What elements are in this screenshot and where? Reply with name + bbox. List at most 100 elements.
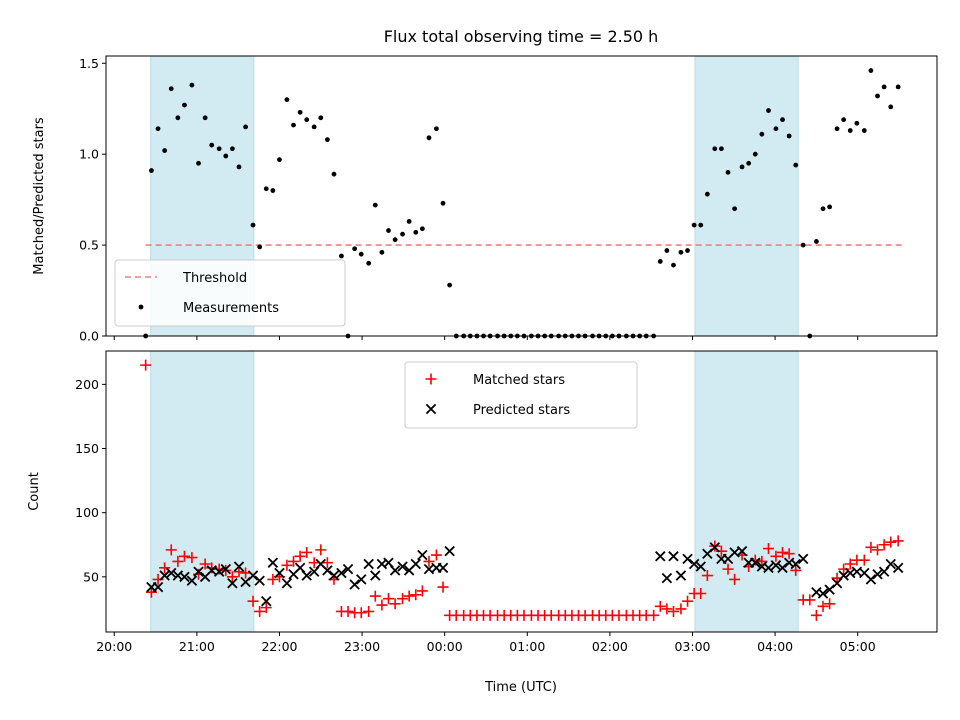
data-point-glyph [226, 571, 238, 583]
data-point [892, 535, 904, 547]
data-point [678, 249, 684, 255]
shaded-interval [694, 350, 799, 633]
legend-marker [138, 304, 144, 310]
data-point [342, 563, 354, 575]
data-point [281, 578, 293, 589]
data-point [682, 595, 694, 607]
data-point [159, 562, 171, 574]
data-point [196, 160, 201, 166]
y-tick-label: 1.5 [79, 56, 99, 71]
data-point [182, 102, 187, 108]
data-point [783, 548, 795, 560]
data-point-glyph [227, 578, 238, 589]
data-point-glyph [369, 590, 381, 602]
data-point [698, 222, 704, 228]
data-point-glyph [817, 588, 829, 599]
data-point [220, 564, 232, 576]
shaded-interval [694, 55, 799, 337]
x-tick-label: 02:00 [592, 639, 628, 654]
data-point [872, 544, 884, 556]
legend-label: Predicted stars [473, 403, 570, 418]
legend-marker-glyph [425, 403, 437, 415]
data-point [261, 595, 272, 607]
data-point [149, 168, 154, 173]
data-point [667, 605, 679, 617]
data-point [854, 120, 860, 126]
data-point [885, 558, 896, 570]
x-tick-label: 05:00 [840, 639, 876, 654]
x-tick-label: 22:00 [261, 639, 297, 654]
data-point-glyph [790, 564, 802, 576]
data-point-glyph [383, 593, 395, 605]
data-point [336, 567, 347, 579]
data-point [370, 570, 381, 581]
data-point-glyph [756, 555, 768, 567]
data-point-glyph [770, 550, 782, 562]
data-point [172, 555, 184, 567]
data-point-glyph [172, 555, 184, 567]
data-point [193, 566, 204, 577]
data-point-glyph [790, 558, 801, 570]
data-point-glyph [417, 549, 428, 561]
legend-box [404, 361, 638, 429]
data-point-glyph [186, 552, 198, 564]
data-point [790, 564, 802, 576]
data-point [444, 545, 455, 557]
data-point [397, 593, 409, 605]
data-point-glyph [675, 603, 687, 615]
data-point [872, 569, 883, 580]
data-point [739, 164, 745, 170]
data-point [813, 239, 819, 244]
data-point-glyph [688, 558, 700, 570]
data-point [648, 609, 660, 621]
y-tick-label: 150 [75, 441, 99, 456]
data-point [410, 558, 422, 570]
data-point-glyph [661, 603, 673, 615]
data-point-glyph [844, 558, 856, 570]
shaded-interval [150, 350, 255, 633]
x-tick-label: 01:00 [509, 639, 545, 654]
data-point [430, 549, 442, 561]
legend-label: Matched stars [473, 373, 565, 388]
data-point [216, 146, 222, 152]
data-point-glyph [261, 595, 272, 607]
data-point [199, 558, 211, 570]
data-point-glyph [797, 553, 809, 565]
data-point-glyph [140, 359, 152, 371]
data-point-glyph [892, 535, 904, 547]
data-point [166, 567, 177, 579]
y-tick-label: 50 [83, 569, 99, 584]
data-point [722, 563, 734, 575]
x-tick-label: 23:00 [344, 639, 380, 654]
data-point-glyph [729, 573, 741, 585]
data-point-glyph [817, 600, 829, 612]
data-point-glyph [389, 565, 401, 576]
data-point-glyph [810, 609, 822, 621]
data-point [331, 171, 337, 177]
data-point-glyph [872, 569, 883, 580]
data-point-glyph [363, 558, 374, 570]
data-point-glyph [437, 581, 449, 593]
data-point [247, 570, 259, 581]
data-point [440, 200, 446, 206]
legend-box [114, 259, 346, 327]
data-point [372, 202, 378, 208]
data-point-glyph [654, 600, 666, 612]
data-point-glyph [363, 605, 375, 617]
data-point [827, 204, 833, 210]
data-point-glyph [267, 557, 279, 568]
data-point-glyph [762, 543, 774, 555]
data-point [770, 560, 782, 571]
data-point [682, 553, 693, 565]
legend-label: Threshold [182, 271, 247, 286]
count-panel: 50 100 150 200 20:00 21:00 22:00 23:00 00:00 01:0… [27, 350, 938, 654]
data-point [691, 222, 697, 228]
data-point-glyph [165, 544, 177, 556]
data-point [858, 554, 870, 566]
data-point [712, 146, 718, 152]
data-point-glyph [376, 599, 388, 611]
data-point [434, 126, 439, 132]
data-point [661, 572, 673, 584]
data-point [297, 109, 303, 115]
data-point [263, 186, 269, 192]
